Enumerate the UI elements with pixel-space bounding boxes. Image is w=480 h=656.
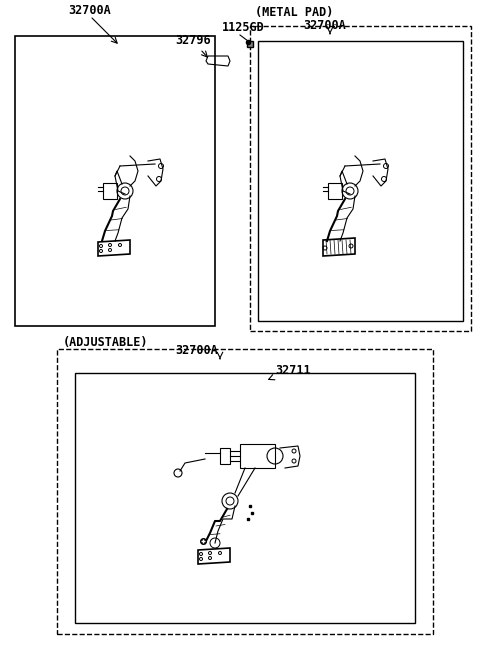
Text: (METAL PAD): (METAL PAD)	[255, 6, 334, 19]
Text: 32711: 32711	[275, 364, 311, 377]
Text: (ADJUSTABLE): (ADJUSTABLE)	[63, 336, 148, 349]
Bar	[240, 444, 275, 468]
Bar	[220, 448, 230, 464]
Bar	[15, 36, 215, 326]
Text: 32700A: 32700A	[68, 4, 111, 17]
Bar	[258, 41, 463, 321]
Bar	[57, 349, 433, 634]
Text: 1125GD: 1125GD	[222, 21, 265, 34]
Bar	[103, 183, 117, 199]
Text: 32796: 32796	[175, 34, 211, 47]
Bar	[250, 26, 471, 331]
Text: 32700A: 32700A	[303, 19, 346, 32]
Bar	[75, 373, 415, 623]
Bar	[328, 183, 342, 199]
Text: 32700A: 32700A	[175, 344, 218, 357]
